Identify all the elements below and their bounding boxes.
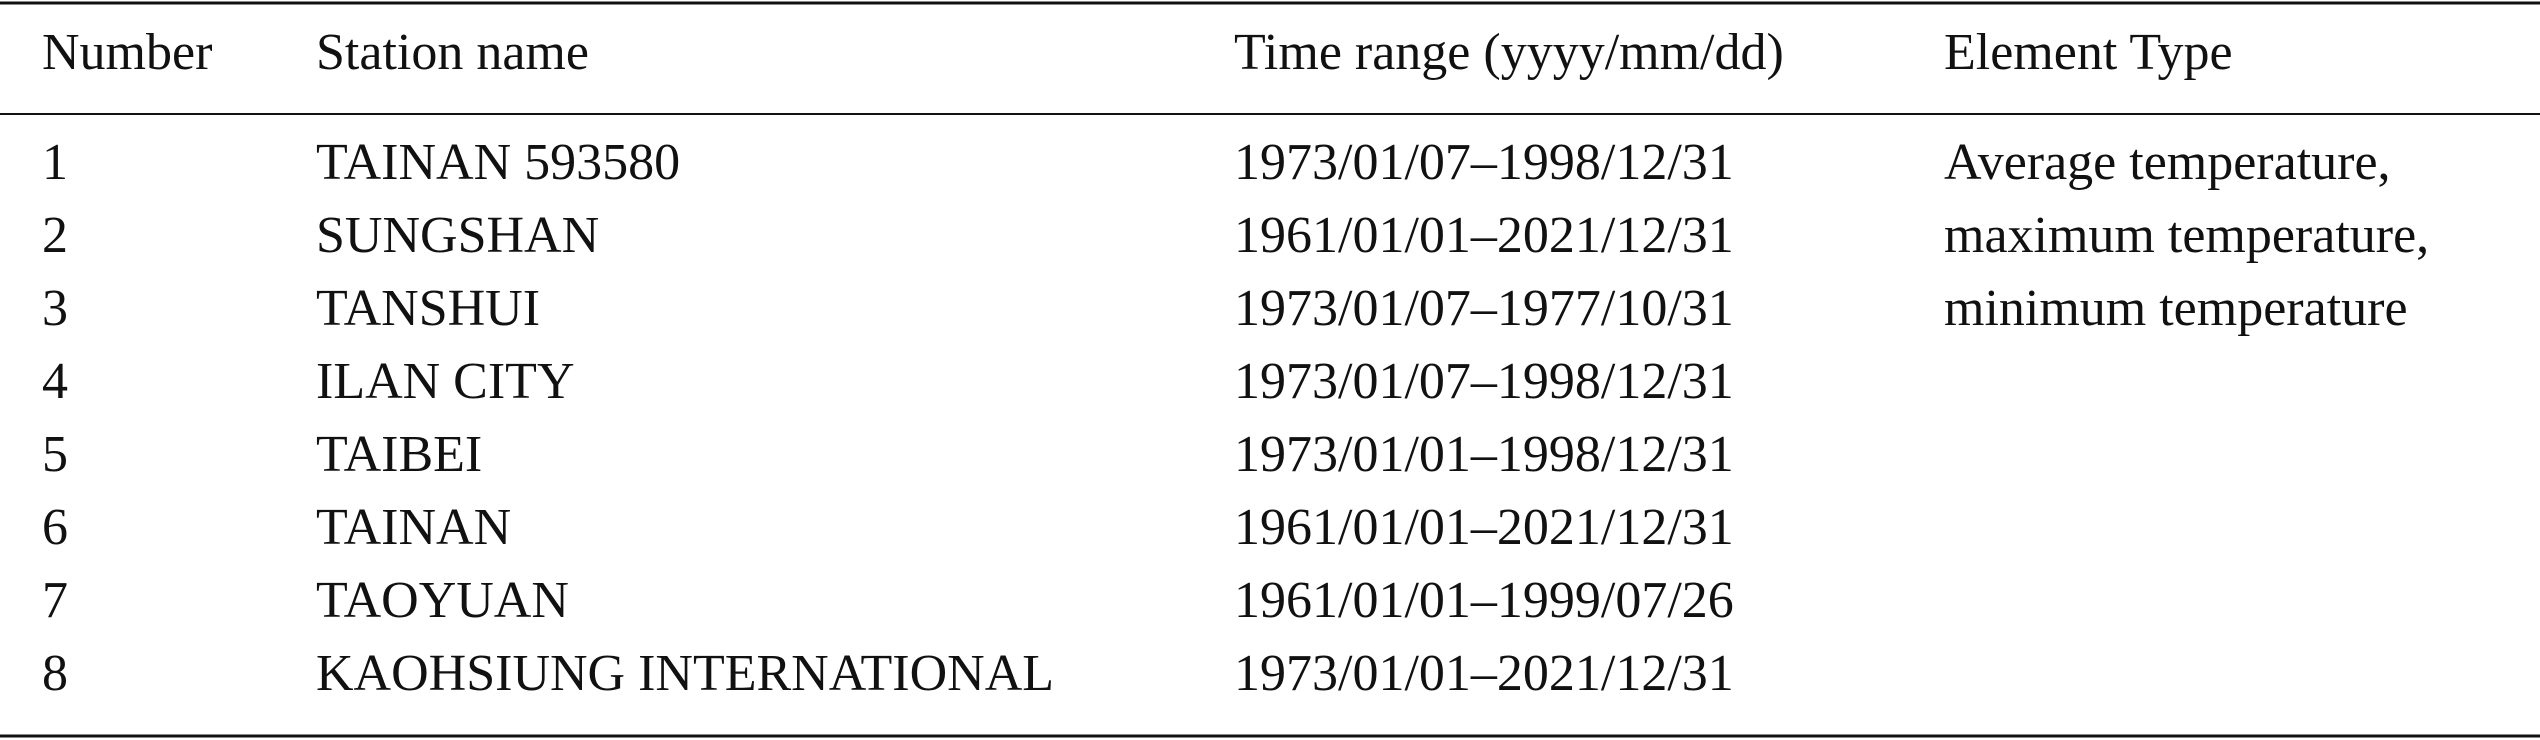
time-range-cell: 1961/01/01–1999/07/26 xyxy=(1234,572,1734,629)
station-cell: TAOYUAN xyxy=(316,572,569,629)
time-range-cell: 1961/01/01–2021/12/31 xyxy=(1234,207,1734,264)
header-cell: Number xyxy=(42,24,212,81)
time-range-cell: 1961/01/01–2021/12/31 xyxy=(1234,499,1734,556)
number-cell: 7 xyxy=(42,572,68,629)
header-cell: Time range (yyyy/mm/dd) xyxy=(1234,24,1784,81)
time-range-cell: 1973/01/07–1998/12/31 xyxy=(1234,134,1734,191)
number-cell: 8 xyxy=(42,645,68,702)
number-cell: 4 xyxy=(42,353,68,410)
element-type-line: maximum temperature, xyxy=(1944,207,2429,264)
station-cell: TAIBEI xyxy=(316,426,482,483)
header-cell: Element Type xyxy=(1944,24,2233,81)
station-cell: TANSHUI xyxy=(316,280,540,337)
number-cell: 1 xyxy=(42,134,68,191)
time-range-cell: 1973/01/07–1977/10/31 xyxy=(1234,280,1734,337)
number-cell: 2 xyxy=(42,207,68,264)
element-type-line: Average temperature, xyxy=(1944,134,2391,191)
station-cell: TAINAN 593580 xyxy=(316,134,680,191)
time-range-cell: 1973/01/01–1998/12/31 xyxy=(1234,426,1734,483)
number-cell: 5 xyxy=(42,426,68,483)
station-cell: TAINAN xyxy=(316,499,511,556)
time-range-cell: 1973/01/07–1998/12/31 xyxy=(1234,353,1734,410)
number-cell: 6 xyxy=(42,499,68,556)
station-cell: KAOHSIUNG INTERNATIONAL xyxy=(316,645,1054,702)
station-cell: SUNGSHAN xyxy=(316,207,599,264)
time-range-cell: 1973/01/01–2021/12/31 xyxy=(1234,645,1734,702)
station-cell: ILAN CITY xyxy=(316,353,575,410)
element-type-line: minimum temperature xyxy=(1944,280,2408,337)
header-cell: Station name xyxy=(316,24,589,81)
number-cell: 3 xyxy=(42,280,68,337)
